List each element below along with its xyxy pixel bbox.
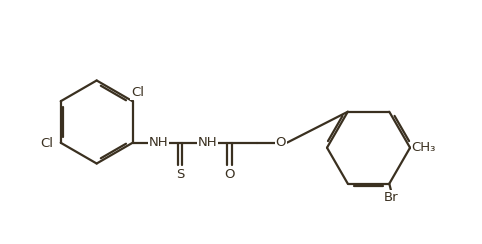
Text: S: S	[176, 168, 184, 181]
Text: NH: NH	[148, 136, 168, 149]
Text: O: O	[276, 136, 286, 149]
Text: NH: NH	[198, 136, 217, 149]
Text: Cl: Cl	[40, 137, 54, 150]
Text: O: O	[224, 168, 235, 181]
Text: CH₃: CH₃	[412, 141, 436, 154]
Text: Br: Br	[384, 191, 399, 204]
Text: Cl: Cl	[131, 86, 144, 99]
